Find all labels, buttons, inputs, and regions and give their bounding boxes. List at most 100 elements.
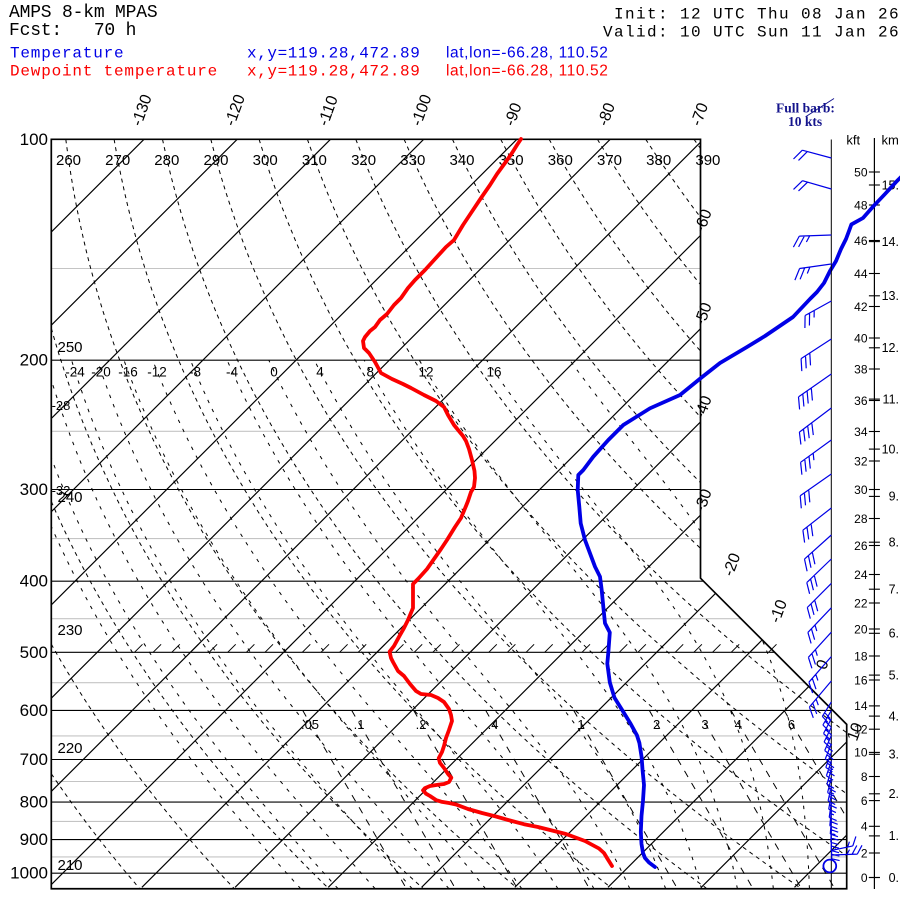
- svg-text:Dewpoint temperature: Dewpoint temperature: [10, 63, 218, 81]
- svg-text:1: 1: [577, 717, 584, 732]
- svg-text:4: 4: [316, 365, 324, 380]
- svg-text:12: 12: [854, 723, 868, 737]
- svg-text:12: 12: [418, 365, 433, 380]
- svg-text:kft: kft: [846, 133, 860, 148]
- svg-text:12.: 12.: [882, 341, 899, 355]
- svg-text:330: 330: [400, 152, 425, 169]
- svg-text:270: 270: [105, 152, 130, 169]
- svg-text:-20: -20: [91, 365, 111, 380]
- svg-text:-32: -32: [52, 483, 71, 498]
- svg-text:-30: -30: [692, 487, 716, 515]
- svg-text:10 kts: 10 kts: [788, 114, 822, 129]
- svg-text:1000: 1000: [10, 864, 48, 883]
- svg-text:700: 700: [20, 750, 48, 769]
- svg-text:8: 8: [861, 770, 868, 784]
- svg-text:3.: 3.: [889, 748, 899, 762]
- svg-text:6.: 6.: [889, 627, 899, 641]
- svg-text:290: 290: [203, 152, 228, 169]
- svg-text:40: 40: [854, 331, 868, 345]
- svg-text:0: 0: [270, 365, 278, 380]
- svg-text:km: km: [882, 133, 899, 148]
- svg-text:.2: .2: [416, 717, 427, 732]
- svg-text:28: 28: [854, 512, 868, 526]
- svg-text:-28: -28: [52, 398, 71, 413]
- svg-text:lat,lon=-66.28, 110.52: lat,lon=-66.28, 110.52: [446, 45, 608, 62]
- svg-text:46: 46: [854, 234, 868, 248]
- svg-text:600: 600: [20, 701, 48, 720]
- svg-text:-20: -20: [720, 551, 744, 579]
- svg-text:11.: 11.: [883, 392, 899, 406]
- svg-text:.1: .1: [354, 717, 365, 732]
- svg-text:-60: -60: [692, 207, 716, 235]
- svg-text:Valid: 10 UTC Sun 11 Jan 26: Valid: 10 UTC Sun 11 Jan 26: [603, 24, 900, 42]
- svg-text:10: 10: [844, 721, 866, 744]
- svg-text:x,y=119.28,472.89: x,y=119.28,472.89: [247, 63, 420, 81]
- svg-text:360: 360: [548, 152, 573, 169]
- svg-text:-70: -70: [688, 101, 712, 129]
- svg-text:280: 280: [154, 152, 179, 169]
- svg-text:48: 48: [854, 198, 868, 212]
- svg-text:Init: 12 UTC Thu 08 Jan 26: Init: 12 UTC Thu 08 Jan 26: [614, 6, 900, 24]
- svg-text:0.: 0.: [889, 871, 899, 885]
- svg-text:50: 50: [854, 165, 868, 179]
- svg-text:340: 340: [449, 152, 474, 169]
- svg-text:8.: 8.: [889, 536, 899, 550]
- svg-text:34: 34: [854, 425, 868, 439]
- svg-text:Fcst: 70 h: Fcst: 70 h: [9, 21, 136, 41]
- svg-text:.4: .4: [488, 717, 499, 732]
- svg-text:5.: 5.: [889, 668, 899, 682]
- svg-text:42: 42: [854, 300, 868, 314]
- svg-text:210: 210: [57, 857, 82, 874]
- svg-text:16: 16: [854, 673, 868, 687]
- svg-text:3: 3: [701, 717, 708, 732]
- svg-text:260: 260: [56, 152, 81, 169]
- svg-text:8: 8: [367, 365, 375, 380]
- svg-text:20: 20: [854, 622, 868, 636]
- svg-text:22: 22: [854, 596, 868, 610]
- svg-text:300: 300: [253, 152, 278, 169]
- svg-text:14.: 14.: [882, 235, 899, 249]
- svg-text:4: 4: [735, 717, 742, 732]
- svg-text:16: 16: [486, 365, 501, 380]
- svg-text:9.: 9.: [889, 490, 899, 504]
- svg-text:38: 38: [854, 362, 868, 376]
- svg-text:240: 240: [57, 489, 82, 506]
- svg-text:32: 32: [854, 454, 868, 468]
- svg-text:Full barb:: Full barb:: [776, 101, 835, 116]
- svg-text:AMPS 8-km MPAS: AMPS 8-km MPAS: [9, 3, 157, 23]
- svg-text:10: 10: [854, 746, 868, 760]
- svg-text:100: 100: [20, 130, 48, 149]
- svg-text:7.: 7.: [889, 583, 899, 597]
- svg-text:18: 18: [854, 649, 868, 663]
- svg-text:36: 36: [854, 394, 868, 408]
- svg-text:2.: 2.: [889, 787, 899, 801]
- svg-text:-40: -40: [692, 394, 716, 422]
- svg-text:4: 4: [861, 820, 868, 834]
- svg-text:900: 900: [20, 830, 48, 849]
- svg-text:-50: -50: [692, 300, 716, 328]
- svg-text:310: 310: [302, 152, 327, 169]
- svg-text:44: 44: [854, 267, 868, 281]
- svg-text:-8: -8: [189, 365, 201, 380]
- svg-text:lat,lon=-66.28, 110.52: lat,lon=-66.28, 110.52: [446, 63, 608, 80]
- svg-text:13.: 13.: [882, 289, 899, 303]
- svg-text:30: 30: [854, 483, 868, 497]
- svg-text:6: 6: [788, 717, 795, 732]
- svg-text:Temperature: Temperature: [10, 45, 124, 63]
- svg-text:-90: -90: [502, 101, 526, 129]
- svg-text:x,y=119.28,472.89: x,y=119.28,472.89: [247, 45, 420, 63]
- svg-text:.05: .05: [301, 717, 319, 732]
- svg-text:6: 6: [861, 794, 868, 808]
- svg-text:1.: 1.: [889, 829, 899, 843]
- svg-text:400: 400: [20, 572, 48, 591]
- svg-text:200: 200: [20, 351, 48, 370]
- svg-text:250: 250: [57, 339, 82, 356]
- svg-text:370: 370: [597, 152, 622, 169]
- svg-text:-16: -16: [118, 365, 138, 380]
- svg-text:800: 800: [20, 793, 48, 812]
- svg-text:-24: -24: [65, 365, 85, 380]
- svg-text:4.: 4.: [889, 709, 899, 723]
- svg-text:-10: -10: [767, 598, 791, 626]
- svg-text:24: 24: [854, 568, 868, 582]
- svg-text:14: 14: [854, 699, 868, 713]
